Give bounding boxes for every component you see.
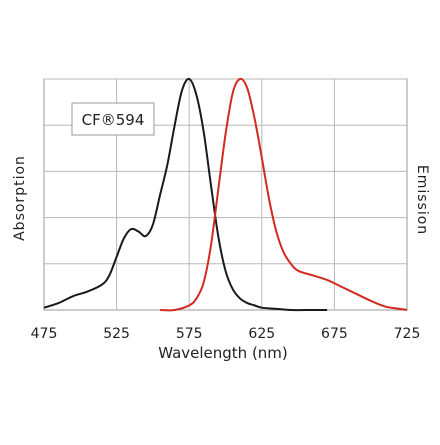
x-tick-label: 675 [321,326,348,342]
emission-curve [160,77,408,312]
absorption-curve [43,77,328,312]
x-tick-labels: 475 525 575 625 675 725 [31,326,421,342]
legend-label: CF®594 [82,111,145,129]
x-axis-label: Wavelength (nm) [158,344,288,362]
legend-box: CF®594 [71,102,155,136]
x-tick-label: 525 [103,326,130,342]
series-layer [43,77,408,312]
legend-frame [71,102,155,136]
x-tick-label: 625 [248,326,275,342]
x-tick-label: 475 [31,326,58,342]
x-tick-label: 725 [394,326,421,342]
y-axis-label-left: Absorption [12,155,28,241]
x-tick-label: 575 [176,326,203,342]
y-axis-label-right: Emission [414,165,430,235]
